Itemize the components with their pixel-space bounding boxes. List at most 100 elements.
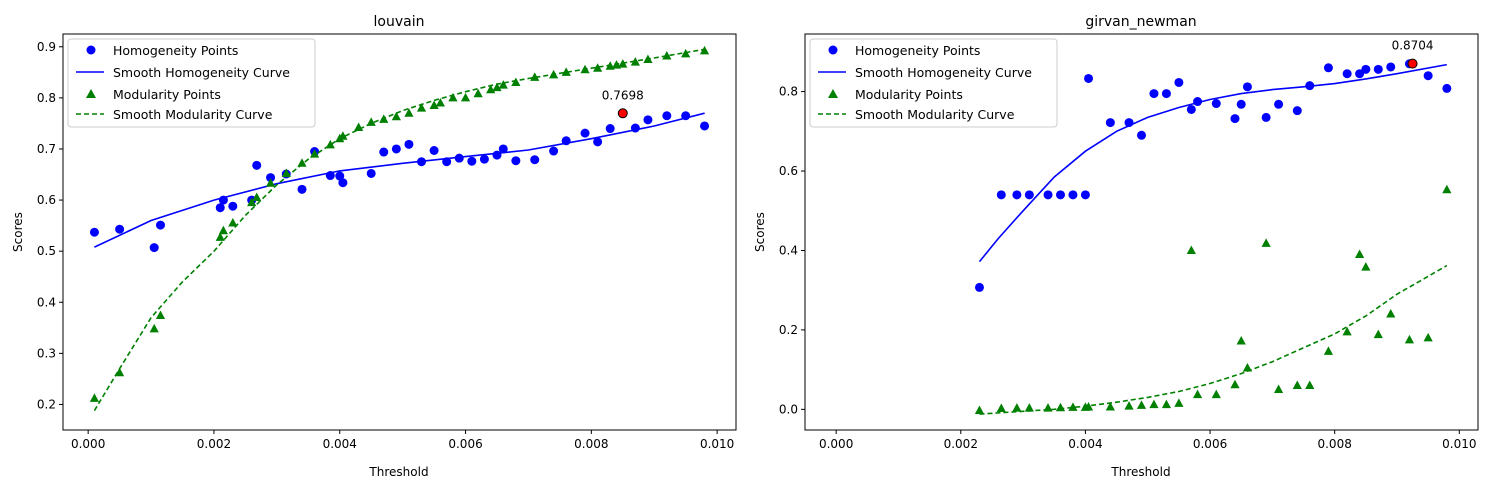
legend-circle-marker-icon: [87, 46, 96, 55]
homogeneity-point: [1274, 100, 1283, 109]
homogeneity-point: [216, 203, 225, 212]
homogeneity-point: [467, 157, 476, 166]
homogeneity-point: [1068, 190, 1077, 199]
homogeneity-point: [480, 155, 489, 164]
homogeneity-point: [1084, 74, 1093, 83]
homogeneity-point: [997, 190, 1006, 199]
max-highlight-label: 0.8704: [1392, 39, 1434, 53]
homogeneity-point: [643, 115, 652, 124]
legend-label: Modularity Points: [113, 87, 221, 102]
homogeneity-point: [228, 202, 237, 211]
homogeneity-point: [549, 147, 558, 156]
homogeneity-point: [252, 161, 261, 170]
homogeneity-point: [338, 178, 347, 187]
homogeneity-point: [1386, 62, 1395, 71]
homogeneity-point: [1243, 82, 1252, 91]
x-tick-label: 0.008: [1317, 437, 1351, 451]
x-tick-label: 0.004: [323, 437, 357, 451]
x-tick-label: 0.002: [944, 437, 978, 451]
legend-label: Smooth Homogeneity Curve: [855, 65, 1032, 80]
legend: Homogeneity Points Smooth Homogeneity Cu…: [68, 39, 315, 127]
homogeneity-point: [1262, 113, 1271, 122]
y-tick-label: 0.3: [37, 346, 56, 360]
legend: Homogeneity Points Smooth Homogeneity Cu…: [810, 39, 1057, 127]
chart-title: louvain: [374, 14, 425, 30]
x-tick-label: 0.000: [819, 437, 853, 451]
homogeneity-point: [511, 156, 520, 165]
homogeneity-point: [1442, 84, 1451, 93]
x-tick-label: 0.010: [700, 437, 734, 451]
homogeneity-point: [1137, 131, 1146, 140]
legend-label: Modularity Points: [855, 87, 963, 102]
homogeneity-point: [1056, 190, 1065, 199]
y-tick-label: 0.8: [37, 91, 56, 105]
y-tick-label: 0.9: [37, 40, 56, 54]
homogeneity-point: [1293, 106, 1302, 115]
y-tick-label: 0.2: [37, 397, 56, 411]
homogeneity-point: [379, 148, 388, 157]
homogeneity-point: [430, 146, 439, 155]
homogeneity-point: [367, 169, 376, 178]
y-tick-label: 0.2: [779, 323, 798, 337]
y-tick-label: 0.4: [37, 295, 56, 309]
x-tick-label: 0.002: [197, 437, 231, 451]
homogeneity-point: [1343, 69, 1352, 78]
homogeneity-point: [1012, 190, 1021, 199]
homogeneity-point: [581, 129, 590, 138]
legend-label: Smooth Modularity Curve: [113, 107, 273, 122]
homogeneity-point: [700, 121, 709, 130]
homogeneity-point: [1044, 190, 1053, 199]
homogeneity-point: [90, 228, 99, 237]
x-tick-label: 0.008: [574, 437, 608, 451]
homogeneity-point: [1424, 71, 1433, 80]
x-tick-label: 0.010: [1442, 437, 1476, 451]
homogeneity-point: [1081, 190, 1090, 199]
legend-circle-marker-icon: [829, 46, 838, 55]
y-tick-label: 0.5: [37, 244, 56, 258]
homogeneity-point: [1149, 89, 1158, 98]
homogeneity-point: [1174, 78, 1183, 87]
y-tick-label: 0.6: [37, 193, 56, 207]
homogeneity-point: [1025, 190, 1034, 199]
legend-label: Smooth Modularity Curve: [855, 107, 1015, 122]
homogeneity-point: [156, 221, 165, 230]
homogeneity-point: [606, 124, 615, 133]
x-tick-label: 0.006: [448, 437, 482, 451]
max-highlight-label: 0.7698: [602, 88, 644, 102]
homogeneity-point: [115, 225, 124, 234]
homogeneity-point: [404, 140, 413, 149]
chart-title: girvan_newman: [1085, 14, 1196, 30]
legend-label: Homogeneity Points: [855, 43, 980, 58]
homogeneity-point: [1106, 118, 1115, 127]
homogeneity-point: [1237, 100, 1246, 109]
homogeneity-point: [975, 283, 984, 292]
homogeneity-point: [1374, 65, 1383, 74]
homogeneity-point: [150, 243, 159, 252]
homogeneity-point: [298, 185, 307, 194]
max-highlight-point: [618, 109, 627, 118]
max-highlight-point: [1408, 59, 1417, 68]
legend-label: Smooth Homogeneity Curve: [113, 65, 290, 80]
y-axis-label: Scores: [11, 212, 25, 252]
y-tick-label: 0.7: [37, 142, 56, 156]
x-axis-label: Threshold: [368, 465, 428, 479]
x-tick-label: 0.000: [71, 437, 105, 451]
y-tick-label: 0.6: [779, 164, 798, 178]
homogeneity-point: [1212, 99, 1221, 108]
y-tick-label: 0.4: [779, 243, 798, 257]
homogeneity-point: [1361, 65, 1370, 74]
x-tick-label: 0.006: [1193, 437, 1227, 451]
homogeneity-point: [392, 144, 401, 153]
homogeneity-point: [1162, 89, 1171, 98]
y-axis-label: Scores: [753, 212, 767, 252]
homogeneity-point: [1324, 63, 1333, 72]
legend-label: Homogeneity Points: [113, 43, 238, 58]
homogeneity-point: [1187, 105, 1196, 114]
homogeneity-point: [662, 111, 671, 120]
y-tick-label: 0.8: [779, 85, 798, 99]
homogeneity-point: [1230, 114, 1239, 123]
y-tick-label: 0.0: [779, 402, 798, 416]
homogeneity-point: [530, 155, 539, 164]
x-tick-label: 0.004: [1068, 437, 1102, 451]
